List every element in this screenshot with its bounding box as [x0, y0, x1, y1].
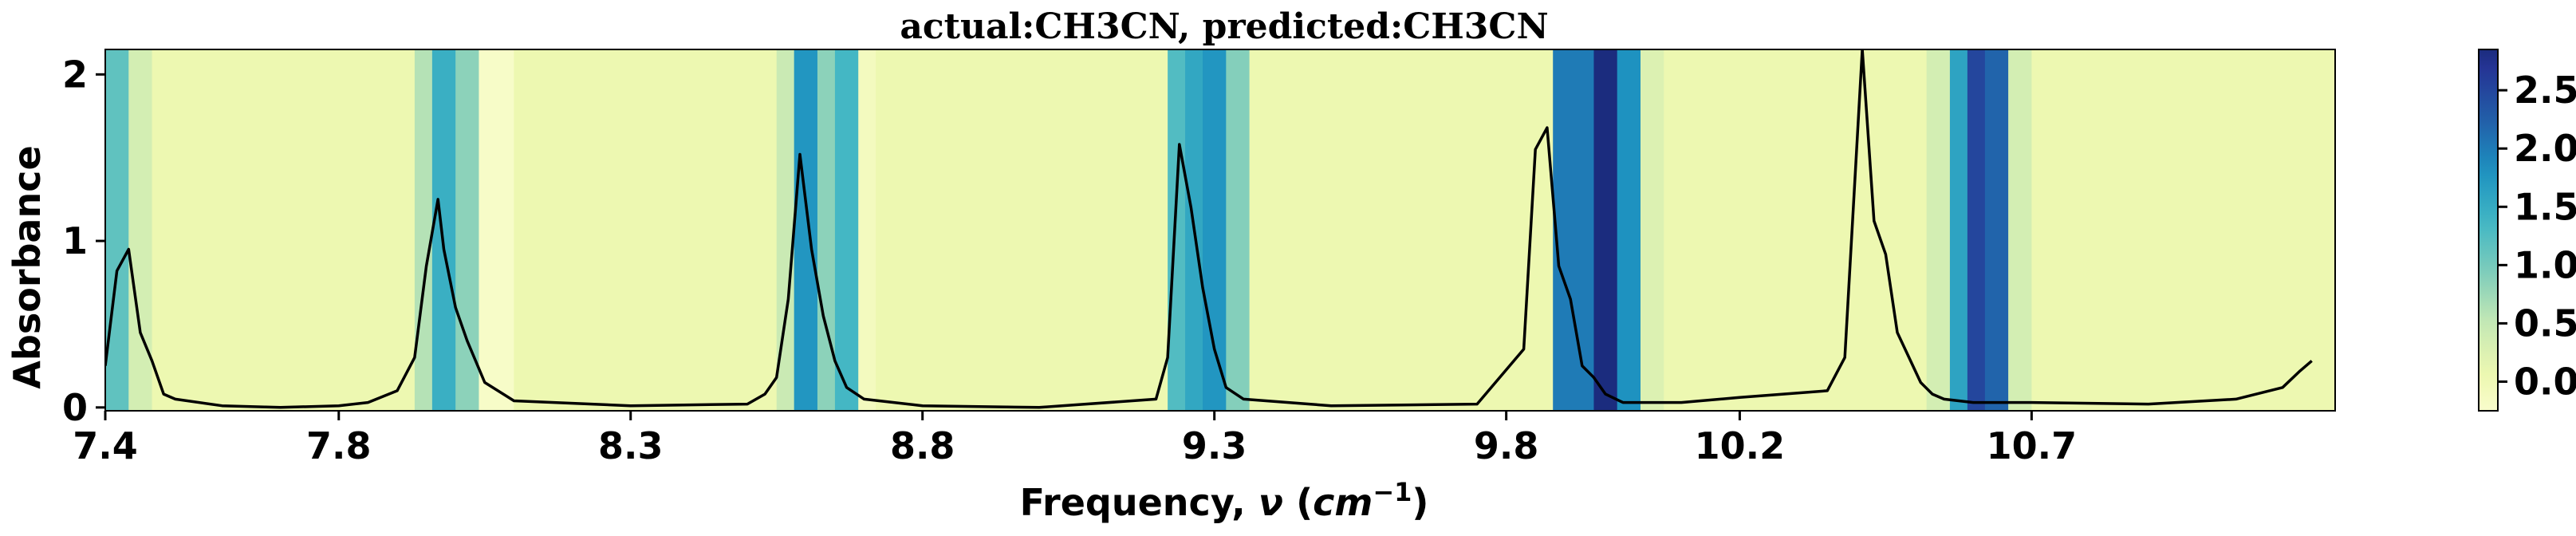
colorbar: 0.0 0.5 1.0 1.5 2.0 2.5	[2478, 49, 2576, 412]
x-tick-label: 9.8	[1474, 424, 1539, 467]
colorbar-scale	[2478, 49, 2499, 412]
x-tick-label: 10.7	[1987, 424, 2078, 467]
absorbance-line	[105, 49, 2313, 409]
y-tick-label: 1	[62, 219, 88, 262]
attribution-band	[876, 49, 1168, 411]
colorbar-tick-label: 1.5	[2514, 185, 2576, 228]
attribution-band	[152, 49, 416, 411]
colorbar-tick-label: 0.0	[2514, 360, 2576, 403]
y-tick-label: 2	[62, 53, 88, 96]
attribution-band	[2031, 49, 2335, 411]
attribution-band	[479, 49, 514, 411]
absorbance-series	[105, 49, 2313, 409]
attribution-band	[834, 49, 859, 411]
attribution-band	[1967, 49, 1986, 411]
attribution-band	[1593, 49, 1618, 411]
attribution-band	[1617, 49, 1641, 411]
attribution-band	[1640, 49, 1664, 411]
x-axis-label: Frequency, ν (cm−1)	[1020, 477, 1429, 524]
attribution-band	[776, 49, 795, 411]
chart-title: actual:CH3CN, predicted:CH3CN	[900, 6, 1548, 47]
attribution-band	[455, 49, 479, 411]
y-axis-label: Absorbance	[6, 145, 49, 388]
attribution-band	[431, 49, 456, 411]
y-tick-label: 0	[62, 386, 88, 429]
attribution-band	[1203, 49, 1227, 411]
attribution-band	[514, 49, 778, 411]
x-tick-label: 8.8	[890, 424, 955, 467]
colorbar-tick-label: 2.5	[2514, 69, 2576, 112]
x-tick-label: 8.3	[598, 424, 664, 467]
attribution-band	[858, 49, 876, 411]
attribution-band	[1249, 49, 1554, 411]
attribution-band	[817, 49, 836, 411]
attribution-band	[1553, 49, 1594, 411]
attribution-band	[1168, 49, 1186, 411]
colorbar-tick-label: 2.0	[2514, 127, 2576, 170]
attribution-band	[1226, 49, 1251, 411]
attribution-band	[105, 49, 129, 411]
colorbar-tick-label: 1.0	[2514, 243, 2576, 286]
attribution-band	[1926, 49, 1951, 411]
y-axis: 0 1 2	[62, 53, 105, 429]
x-axis: 7.4 7.8 8.3 8.8 9.3 9.8 10.2 10.7	[73, 411, 2077, 467]
colorbar-tick-label: 0.5	[2514, 302, 2576, 345]
x-tick-label: 7.4	[73, 424, 138, 467]
plot-frame	[104, 49, 2336, 412]
x-tick-label: 7.8	[306, 424, 372, 467]
attribution-band	[1664, 49, 1928, 411]
attribution-band	[2008, 49, 2032, 411]
attribution-band	[794, 49, 818, 411]
attribution-band	[1949, 49, 1968, 411]
attribution-band	[1984, 49, 2009, 411]
x-tick-label: 9.3	[1182, 424, 1247, 467]
attribution-bands	[105, 49, 2335, 411]
x-tick-label: 10.2	[1695, 424, 1786, 467]
attribution-band	[414, 49, 433, 411]
